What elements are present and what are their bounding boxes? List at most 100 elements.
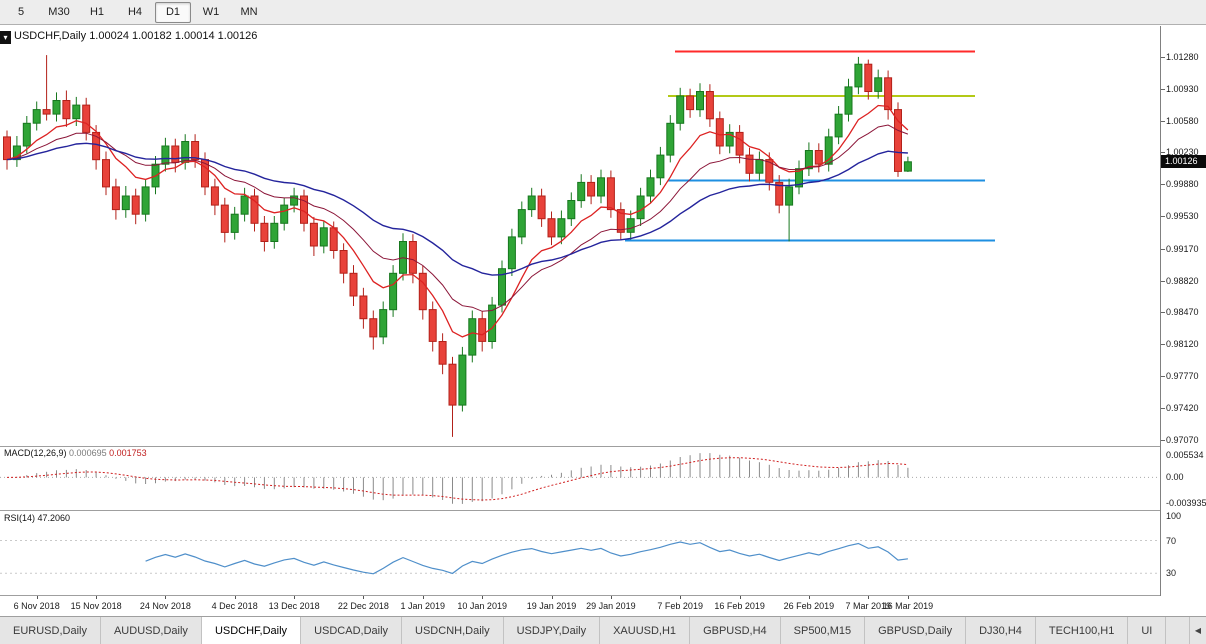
symbol-name: USDCHF,Daily (14, 30, 87, 42)
price-axis-label: 0.98470 (1166, 307, 1199, 318)
macd-indicator-label: MACD(12,26,9) 0.000695 0.001753 (4, 448, 147, 458)
panel-divider (0, 616, 1206, 617)
date-label: 4 Dec 2018 (211, 601, 258, 611)
timeframe-button-D1[interactable]: D1 (155, 1, 191, 23)
axis-tick (1161, 88, 1165, 90)
moving-average-line (6, 124, 909, 312)
date-label: 29 Jan 2019 (586, 601, 636, 611)
timeframe-toolbar: 5 M30 H1 H4 D1 W1 MN (0, 0, 1206, 25)
date-tick (422, 596, 424, 599)
axis-tick (1161, 376, 1165, 377)
time-axis[interactable]: 6 Nov 2018 15 Nov 2018 24 Nov 2018 4 Dec 20… (0, 596, 1206, 616)
price-axis-label: 0.99880 (1166, 179, 1199, 190)
panel-divider[interactable] (0, 510, 1206, 511)
macd-title: MACD(12,26,9) (4, 448, 67, 458)
chart-tab-EURUSD-Daily[interactable]: EURUSD,Daily (0, 617, 101, 644)
price-axis-label: 0.97420 (1166, 402, 1199, 413)
price-axis-label: 0.99530 (1166, 211, 1199, 221)
chart-tab-SP500-M15[interactable]: SP500,M15 (780, 617, 866, 644)
macd-panel[interactable]: MACD(12,26,9) 0.000695 0.001753 (0, 447, 1160, 510)
price-axis-label: 1.00580 (1166, 115, 1199, 126)
chart-tab-USDCNH-Daily[interactable]: USDCNH,Daily (402, 617, 504, 644)
price-axis-label: 0.98820 (1166, 275, 1199, 286)
date-tick (294, 596, 296, 599)
axis-tick (1161, 439, 1165, 441)
date-tick (36, 596, 38, 599)
macd-axis-max: 0.005534 (1166, 450, 1204, 460)
price-axis-label: 1.00930 (1166, 83, 1199, 94)
chart-tab-TECH100-H1[interactable]: TECH100,H1 (1035, 617, 1129, 644)
timeframe-button-M30[interactable]: M30 (48, 6, 70, 18)
chart-tab-USDJPY-Daily[interactable]: USDJPY,Daily (503, 617, 601, 644)
timeframe-button-5[interactable]: 5 (17, 6, 25, 18)
date-tick (610, 596, 612, 599)
date-tick (482, 596, 484, 599)
price-axis[interactable]: 1.01280 1.00930 1.00580 1.00230 0.99880 0.995… (1160, 26, 1206, 616)
axis-tick (1161, 344, 1165, 346)
date-label: 7 Mar 2019 (845, 601, 892, 611)
rsi-axis-30: 30 (1166, 568, 1177, 579)
rsi-panel[interactable]: RSI(14) 47.2060 (0, 511, 1160, 595)
price-axis-label: 1.01280 (1166, 51, 1199, 62)
date-tick (363, 596, 365, 599)
axis-tick (1161, 152, 1165, 154)
date-tick (868, 596, 870, 599)
price-axis-label: 0.97770 (1166, 371, 1199, 381)
rsi-title: RSI(14) (4, 513, 36, 523)
date-label: 1 Jan 2019 (400, 601, 446, 611)
rsi-value: 47.2060 (37, 513, 71, 523)
date-label: 24 Nov 2018 (139, 601, 191, 611)
price-chart[interactable]: ▾ USDCHF,Daily 1.00024 1.00182 1.00014 1… (0, 26, 1160, 446)
date-tick (808, 596, 810, 599)
current-price-badge: 1.00126 (1161, 154, 1206, 168)
date-label: 16 Mar 2019 (882, 601, 934, 611)
tab-scroll-left-button[interactable]: ◀ (1189, 617, 1206, 644)
date-label: 10 Jan 2019 (457, 601, 507, 611)
chart-tabs: EURUSD,Daily AUDUSD,Daily USDCHF,Daily USDC… (0, 617, 1206, 644)
timeframe-button-MN[interactable]: MN (240, 6, 258, 18)
date-label: 22 Dec 2018 (337, 601, 389, 611)
price-axis-label: 0.97070 (1166, 434, 1199, 445)
price-axis-label: 0.98120 (1166, 339, 1199, 350)
ohlc-quote: 1.00024 1.00182 1.00014 1.00126 (89, 30, 258, 42)
chart-tab-AUDUSD-Daily[interactable]: AUDUSD,Daily (100, 617, 202, 644)
timeframe-button-W1[interactable]: W1 (202, 6, 220, 18)
chart-tab-USDCAD-Daily[interactable]: USDCAD,Daily (301, 617, 403, 644)
panel-divider[interactable] (0, 446, 1206, 447)
date-tick (551, 596, 553, 599)
chart-tab-GBPUSD-Daily[interactable]: GBPUSD,Daily (865, 617, 967, 644)
timeframe-button-H4[interactable]: H4 (127, 6, 143, 18)
chart-tab-XAUUSD-H1[interactable]: XAUUSD,H1 (600, 617, 691, 644)
axis-tick (1161, 120, 1165, 122)
date-label: 16 Feb 2019 (714, 601, 765, 611)
axis-tick (1161, 280, 1165, 282)
chart-tab-USDCHF-Daily[interactable]: USDCHF,Daily (201, 617, 302, 644)
macd-canvas (0, 453, 1160, 504)
candlestick-chart-canvas[interactable] (0, 26, 1160, 446)
date-label: 26 Feb 2019 (783, 601, 835, 611)
chart-tab-DJ30-H4[interactable]: DJ30,H4 (966, 617, 1036, 644)
timeframe-button-H1[interactable]: H1 (89, 6, 105, 18)
rsi-indicator-label: RSI(14) 47.2060 (4, 513, 70, 523)
date-tick (680, 596, 682, 599)
macd-signal-value: 0.001753 (109, 448, 147, 458)
rsi-axis-70: 70 (1166, 535, 1177, 546)
axis-tick (1161, 184, 1165, 186)
date-label: 13 Dec 2018 (268, 601, 320, 611)
date-tick (739, 596, 741, 599)
axis-tick (1161, 216, 1165, 217)
moving-average-line (6, 104, 909, 338)
axis-tick (1161, 248, 1165, 250)
axis-tick (1161, 312, 1165, 314)
date-label: 15 Nov 2018 (70, 601, 122, 611)
moving-average-line (6, 142, 908, 276)
date-label: 19 Jan 2019 (526, 601, 577, 611)
chart-tab-UI[interactable]: UI (1128, 617, 1167, 644)
chart-marker-icon: ▾ (0, 31, 11, 44)
date-label: 7 Feb 2019 (657, 601, 703, 611)
date-tick (907, 596, 909, 599)
price-axis-label: 0.99170 (1166, 243, 1199, 254)
date-tick (165, 596, 167, 599)
date-tick (234, 596, 236, 599)
chart-tab-GBPUSD-H4[interactable]: GBPUSD,H4 (690, 617, 781, 644)
